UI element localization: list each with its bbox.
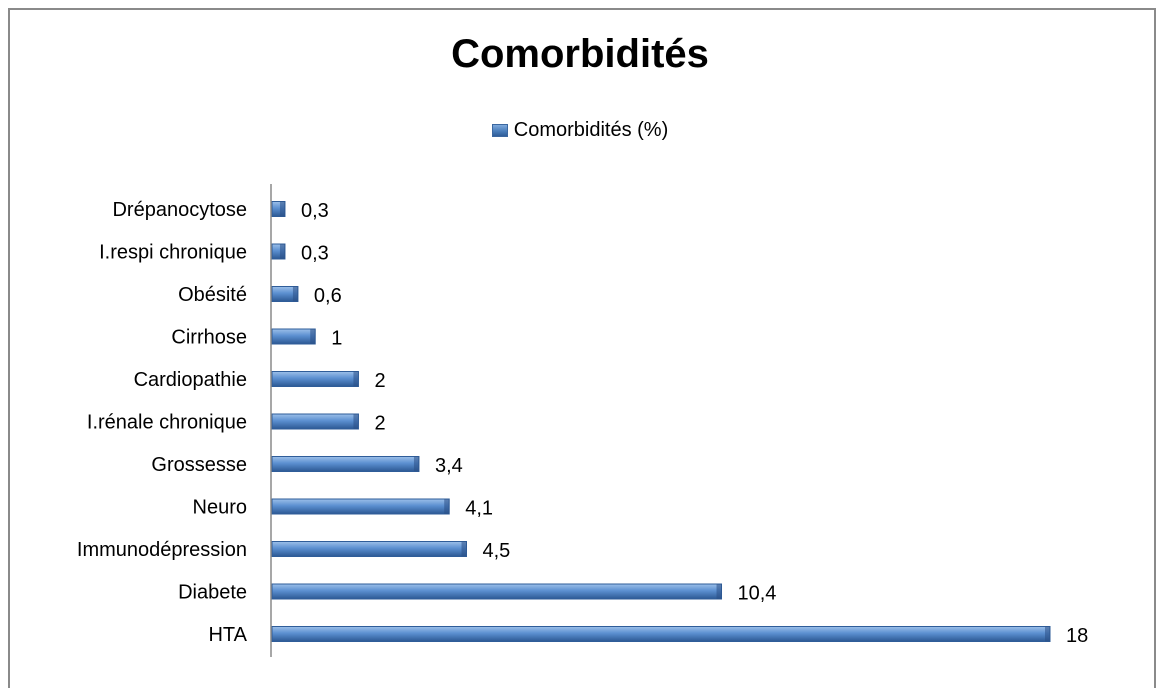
value-label: 1: [331, 328, 342, 350]
bar-grossesse: [271, 456, 420, 472]
category-label: Obésité: [178, 284, 247, 306]
category-label: Immunodépression: [77, 539, 247, 561]
bar-end-cap: [292, 286, 298, 302]
value-label: 10,4: [738, 583, 777, 605]
bar-end-cap: [310, 329, 316, 344]
bar-immunod-pression: [271, 541, 467, 557]
category-label: Drépanocytose: [112, 199, 247, 221]
legend-label: Comorbidités (%): [513, 119, 669, 141]
bar-end-cap: [413, 456, 419, 472]
category-label: Diabete: [178, 582, 247, 604]
category-label: Neuro: [193, 497, 247, 519]
chart-title: Comorbidités: [451, 32, 709, 76]
value-label: 2: [374, 413, 385, 435]
category-label: I.rénale chronique: [87, 412, 247, 434]
value-label: 18: [1066, 625, 1088, 647]
bar-cardiopathie: [271, 371, 359, 387]
bar-cirrhose: [271, 328, 316, 345]
bar-end-cap: [353, 371, 359, 387]
bar-end-cap: [444, 499, 450, 514]
bar-end-cap: [461, 541, 467, 557]
bar-end-cap: [1045, 626, 1050, 642]
bar-hta: [271, 626, 1051, 642]
category-label: Cirrhose: [171, 327, 247, 349]
category-label: I.respi chronique: [99, 242, 247, 264]
value-labels: 18 10,4 4,5 4,13,4 2 2 1 0,6 0,3 0,3: [301, 200, 1088, 647]
value-label: 0,3: [301, 200, 329, 222]
value-label: 0,6: [314, 285, 342, 307]
value-label: 4,1: [465, 498, 493, 520]
legend: Comorbidités (%): [0, 119, 1160, 142]
value-label: 4,5: [483, 540, 511, 562]
bar-i-r-nale-chronique: [271, 413, 359, 430]
bars-group: [271, 201, 1051, 642]
bar-end-cap: [279, 201, 285, 217]
chart-frame: [8, 8, 1156, 688]
bar-end-cap: [279, 244, 285, 259]
bar-neuro: [271, 498, 450, 515]
value-label: 3,4: [435, 455, 463, 477]
value-label: 0,3: [301, 243, 329, 265]
category-label: Grossesse: [151, 454, 247, 476]
legend-swatch: [491, 124, 508, 137]
category-label: HTA: [208, 624, 247, 646]
value-label: 2: [374, 370, 385, 392]
bar-end-cap: [716, 584, 722, 599]
category-label: Cardiopathie: [134, 369, 247, 391]
bar-diabete: [271, 583, 723, 600]
bar-end-cap: [353, 414, 359, 429]
category-labels: HTA Diabete Immunodépression Neuro Grossesse…: [77, 199, 248, 646]
